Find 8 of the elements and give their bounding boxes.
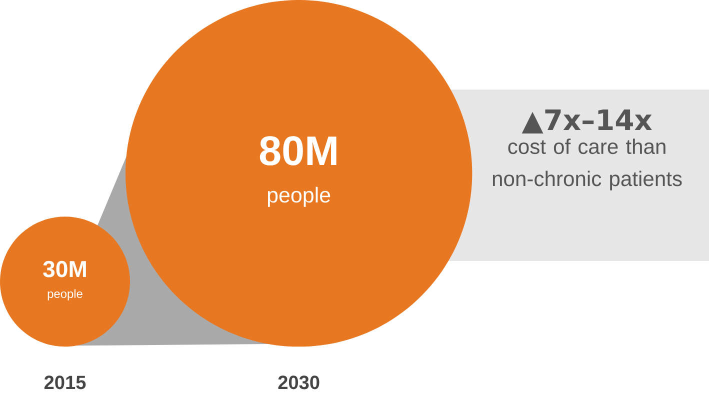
text: people — [48, 289, 82, 301]
category-label: 2030 — [278, 376, 320, 390]
text: cost of care than non-chronic patients — [492, 138, 682, 191]
text: ▲7x–14x — [522, 110, 652, 134]
data-label: 80M — [260, 136, 336, 166]
text: people — [268, 187, 330, 208]
data-label: 30M — [43, 261, 86, 278]
category-label: 2015 — [44, 376, 86, 390]
